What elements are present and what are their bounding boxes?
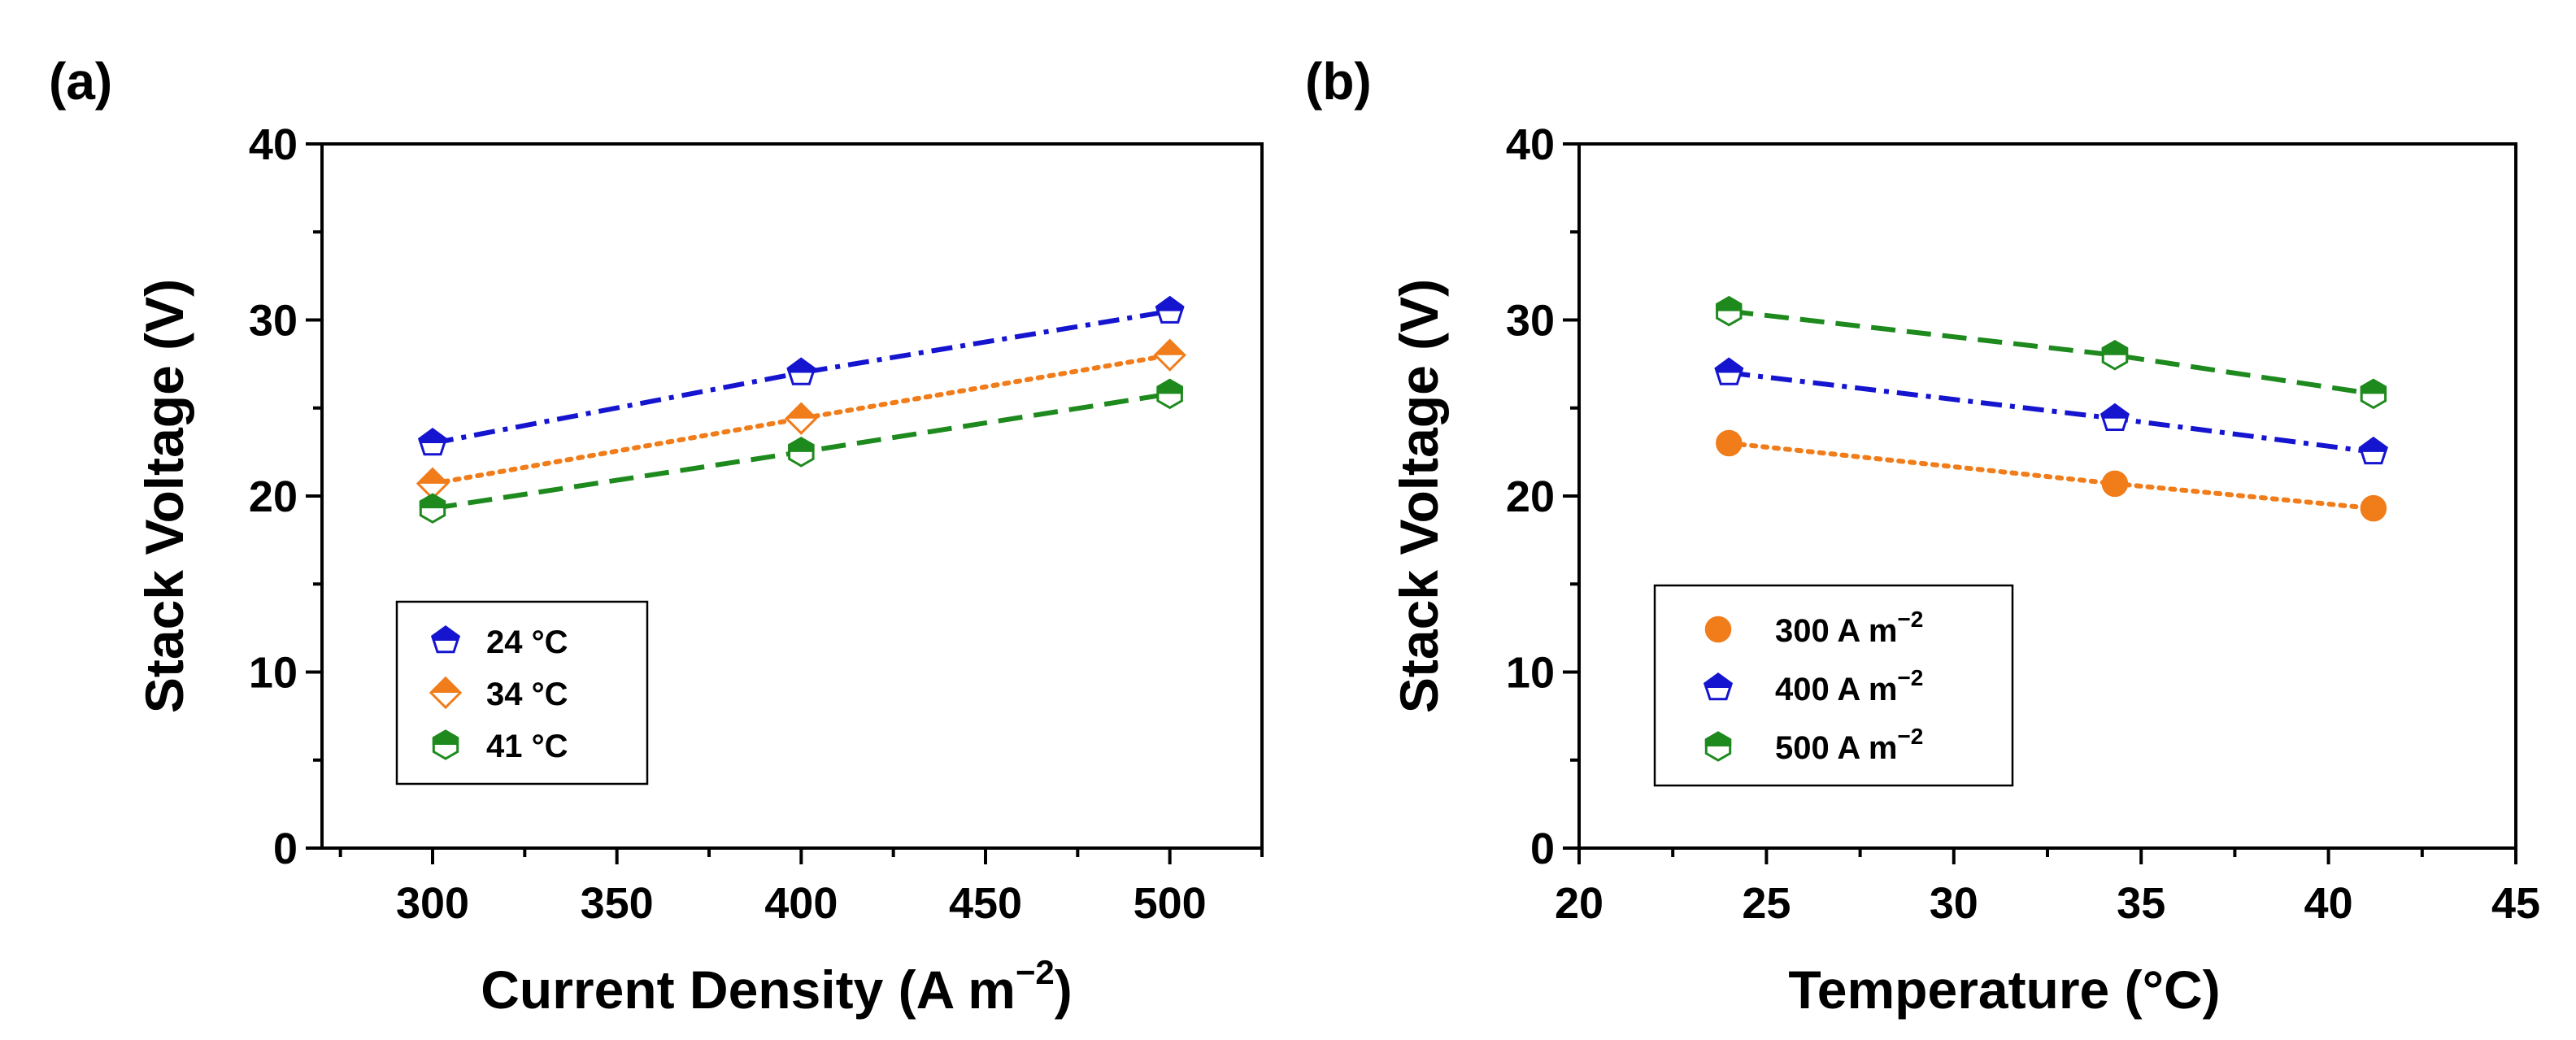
- x-tick-label: 450: [949, 879, 1022, 928]
- legend-label: 34 °C: [486, 677, 568, 712]
- data-point-fill: [785, 402, 818, 419]
- data-point: [2360, 494, 2387, 522]
- legend-marker-shape: [1704, 616, 1732, 643]
- y-tick-label: 30: [249, 297, 298, 346]
- series-1: [418, 295, 1185, 456]
- series-3: [1716, 295, 2387, 410]
- data-point: [2101, 340, 2129, 371]
- x-tick-label: 30: [1930, 879, 1978, 928]
- data-point-fill: [1155, 295, 1185, 311]
- data-point-shape: [2360, 494, 2387, 522]
- legend-marker: [1704, 731, 1732, 762]
- x-tick-label: 25: [1742, 879, 1791, 928]
- data-point: [2360, 378, 2387, 410]
- series-line: [1728, 370, 2374, 455]
- series-line: [432, 308, 1171, 446]
- data-point-fill: [2100, 403, 2130, 419]
- data-point: [419, 493, 446, 524]
- legend-marker-fill: [432, 729, 459, 745]
- legend-label: 300 A m−2: [1775, 607, 1923, 649]
- data-point: [1156, 378, 1183, 410]
- data-point: [785, 402, 818, 435]
- data-point-fill: [2101, 340, 2129, 355]
- x-axis-title-b: Temperature (°C): [1788, 959, 2220, 1020]
- data-point-fill: [1716, 295, 1743, 311]
- data-point-fill: [1153, 338, 1186, 355]
- panel-a-label: (a): [49, 52, 112, 111]
- data-point: [1155, 295, 1185, 324]
- data-point: [1716, 295, 1743, 327]
- x-tick-label: 500: [1134, 879, 1207, 928]
- legend-marker: [1704, 616, 1732, 643]
- legend-marker-fill: [1704, 731, 1732, 746]
- series-line: [1728, 308, 2374, 397]
- legend-label: 500 A m−2: [1775, 724, 1923, 766]
- data-point-shape: [2101, 470, 2129, 498]
- x-axis-title-a: Current Density (A m−2): [481, 953, 1073, 1020]
- series-1: [1716, 429, 2387, 522]
- data-point: [1716, 429, 1743, 457]
- plot-area-b: 20 25 30 35 40 45 0 10 20 30 40: [1506, 120, 2540, 928]
- series-2: [1714, 357, 2388, 465]
- y-axis-title-a: Stack Voltage (V): [134, 279, 194, 713]
- data-point: [1153, 338, 1186, 372]
- panel-b-label: (b): [1305, 52, 1372, 111]
- y-tick-label: 0: [273, 825, 298, 873]
- y-tick-label: 20: [249, 472, 298, 521]
- data-point-fill: [1714, 357, 1744, 373]
- legend-marker-fill: [1704, 672, 1733, 688]
- y-tick-label: 30: [1506, 297, 1555, 346]
- legend-b: 300 A m−2 400 A m−2 500 A m−2: [1704, 607, 1923, 766]
- x-tick-label: 35: [2117, 879, 2165, 928]
- data-point-fill: [2360, 378, 2387, 394]
- x-tick-label: 300: [396, 879, 469, 928]
- data-point-shape: [1716, 429, 1743, 457]
- data-point: [788, 437, 815, 468]
- plot-area-a: 300 350 400 450 500 0 10 20 30 40: [249, 120, 1264, 928]
- panel-b: (b) 20 25 30 35 40 45 0 10 20 30 40 Stack Voltage …: [1305, 52, 2540, 1020]
- series-line: [1726, 441, 2376, 511]
- y-tick-label: 10: [1506, 649, 1555, 698]
- y-tick-label: 10: [249, 649, 298, 698]
- data-point: [786, 357, 816, 385]
- x-tick-label: 40: [2304, 879, 2353, 928]
- data-point-fill: [419, 493, 446, 509]
- y-tick-label: 40: [1506, 120, 1555, 169]
- x-tick-label: 350: [581, 879, 654, 928]
- legend-label: 400 A m−2: [1775, 665, 1923, 707]
- legend-a: 24 °C 34 °C 41 °C: [429, 624, 568, 764]
- series-3: [419, 378, 1183, 524]
- panel-a: (a) 300 350 400 450 500 0 10 20 30 40 Stack Volta…: [49, 52, 1264, 1020]
- y-tick-label: 20: [1506, 472, 1555, 521]
- data-point: [1714, 357, 1744, 385]
- legend-label: 41 °C: [486, 729, 568, 764]
- legend-marker-fill: [431, 625, 460, 641]
- data-point-fill: [786, 357, 816, 373]
- y-tick-label: 40: [249, 120, 298, 169]
- legend-marker: [432, 729, 459, 760]
- x-tick-label: 20: [1555, 879, 1603, 928]
- data-point-fill: [418, 428, 447, 444]
- data-point: [2100, 403, 2130, 431]
- legend-marker: [1704, 672, 1733, 701]
- legend-marker: [429, 676, 463, 710]
- data-point: [2358, 437, 2388, 465]
- legend-marker-fill: [429, 676, 463, 693]
- y-tick-label: 0: [1530, 825, 1555, 873]
- x-tick-label: 45: [2491, 879, 2540, 928]
- y-axis-title-b: Stack Voltage (V): [1389, 279, 1449, 713]
- data-point-fill: [1156, 378, 1183, 394]
- data-point: [418, 428, 447, 456]
- data-point-fill: [2358, 437, 2388, 452]
- data-point-fill: [788, 437, 815, 452]
- legend-label: 24 °C: [486, 624, 568, 660]
- legend-marker: [431, 625, 460, 654]
- x-tick-label: 400: [764, 879, 838, 928]
- data-point: [2101, 470, 2129, 498]
- data-point-fill: [416, 467, 450, 484]
